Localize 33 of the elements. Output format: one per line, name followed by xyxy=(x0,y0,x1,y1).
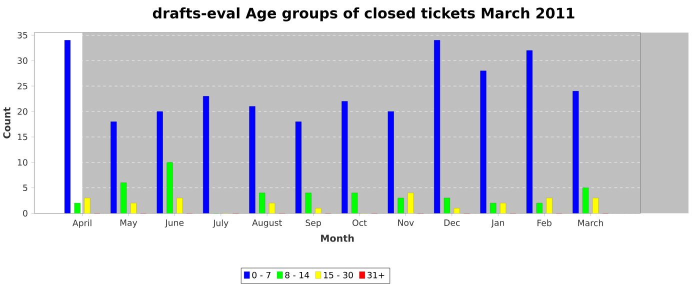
x-tick-label: Oct xyxy=(352,219,367,226)
x-tick-label: Feb xyxy=(538,219,552,226)
x-tick-label: August xyxy=(252,219,282,228)
legend-label: 8 - 14 xyxy=(285,272,310,278)
y-tick-label: 0 xyxy=(23,210,28,216)
y-tick-label: 20 xyxy=(18,108,28,115)
x-tick-label: Dec xyxy=(444,219,460,226)
y-tick-label: 15 xyxy=(18,134,28,140)
bar xyxy=(398,198,404,214)
bar xyxy=(249,106,256,214)
bar xyxy=(546,198,552,214)
x-axis-title: Month xyxy=(321,234,354,242)
x-tick-label: July xyxy=(212,219,228,228)
legend-label: 31+ xyxy=(368,272,384,278)
x-tick-label: Nov xyxy=(398,219,414,226)
legend-label: 15 - 30 xyxy=(324,272,353,278)
chart-title: drafts-eval Age groups of closed tickets March 2011 xyxy=(152,7,574,22)
bar xyxy=(480,70,486,214)
legend-label: 0 - 7 xyxy=(252,272,270,278)
x-tick-label: Sep xyxy=(306,219,321,228)
bar xyxy=(84,198,90,214)
y-tick-label: 5 xyxy=(23,184,28,191)
x-tick-label: April xyxy=(72,219,92,228)
x-tick-label: May xyxy=(120,219,138,228)
x-tick-label: Jan xyxy=(491,219,504,228)
y-tick-label: 10 xyxy=(18,159,28,166)
x-tick-label: June xyxy=(164,219,184,228)
y-tick-label: 30 xyxy=(18,57,28,64)
y-tick-label: 25 xyxy=(18,82,28,90)
y-tick-label: 35 xyxy=(18,32,28,38)
y-axis-title: Count xyxy=(3,107,10,138)
x-tick-label: March xyxy=(578,219,603,226)
bar xyxy=(166,162,173,214)
